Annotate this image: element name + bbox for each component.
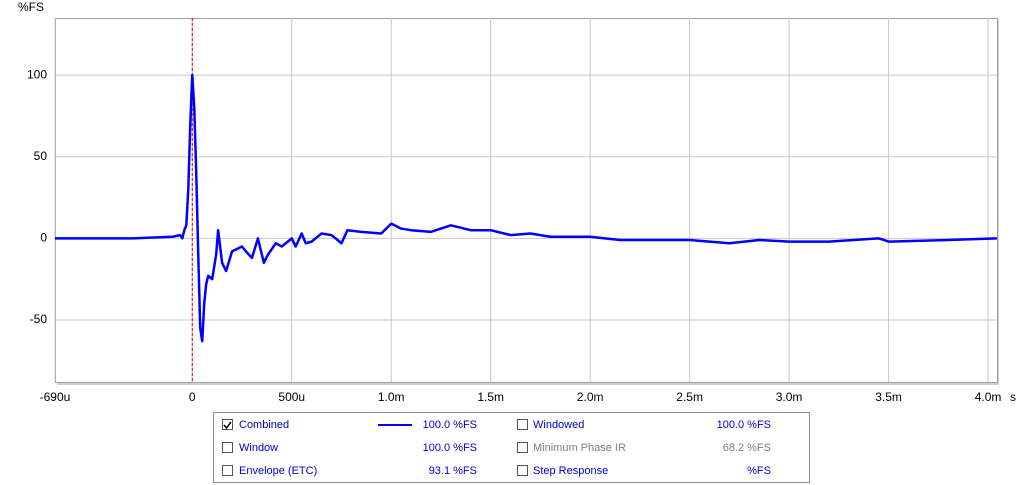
legend-level: 68.2 %FS <box>723 442 771 454</box>
plot-area <box>55 18 998 383</box>
x-axis-unit: s <box>1010 390 1016 404</box>
legend-level: 100.0 %FS <box>423 419 477 431</box>
x-tick-label: 500u <box>278 390 305 404</box>
data-line <box>55 73 998 343</box>
legend-name: Envelope (ETC) <box>239 465 317 477</box>
legend-name: Windowed <box>533 419 584 431</box>
checkmark <box>223 421 232 430</box>
x-tick-label: 2.0m <box>577 390 604 404</box>
checkbox[interactable] <box>517 419 528 430</box>
x-tick-label: 0 <box>189 390 196 404</box>
checkbox[interactable] <box>517 442 528 453</box>
legend-name: Minimum Phase IR <box>533 442 626 454</box>
y-tick-label: -50 <box>30 312 48 326</box>
legend-level: 100.0 %FS <box>717 419 771 431</box>
legend-level: %FS <box>747 465 771 477</box>
x-tick-label: 2.5m <box>676 390 703 404</box>
x-tick-label: 1.5m <box>477 390 504 404</box>
y-tick-label: 50 <box>34 149 48 163</box>
legend-name: Combined <box>239 419 289 431</box>
y-tick-label: 0 <box>40 231 47 245</box>
x-tick-label: -690u <box>40 390 71 404</box>
checkbox[interactable] <box>222 442 233 453</box>
x-tick-label: 4.0m <box>975 390 1002 404</box>
x-tick-label: 3.0m <box>776 390 803 404</box>
checkbox[interactable] <box>222 465 233 476</box>
legend-name: Window <box>239 442 278 454</box>
checkbox[interactable] <box>517 465 528 476</box>
checkbox[interactable] <box>222 419 233 430</box>
legend-level: 100.0 %FS <box>423 442 477 454</box>
y-axis-label: %FS <box>18 0 44 14</box>
y-tick-label: 100 <box>27 67 47 81</box>
x-tick-label: 3.5m <box>875 390 902 404</box>
legend-level: 93.1 %FS <box>429 465 477 477</box>
x-tick-label: 1.0m <box>378 390 405 404</box>
legend-name: Step Response <box>533 465 608 477</box>
legend-panel <box>213 412 810 483</box>
